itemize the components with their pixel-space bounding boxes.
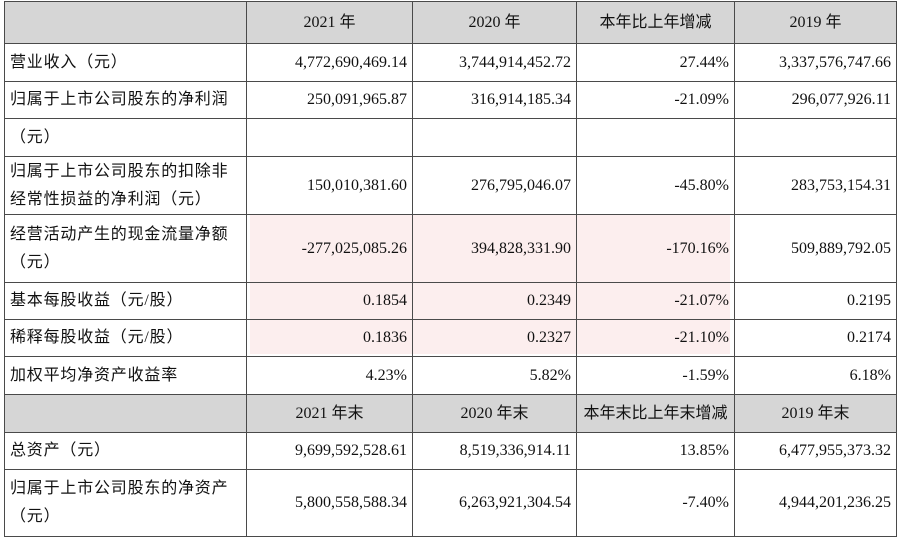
value-cell: 9,699,592,528.61 [246,432,413,470]
value-cell: 4,944,201,236.25 [734,469,897,537]
row-label: 经营活动产生的现金流量净额（元） [4,214,247,283]
value-cell: 0.1836 [246,319,413,357]
header-cell: 2020 年末 [412,394,577,433]
header-cell: 2019 年 [734,1,897,44]
value-cell: 5,800,558,588.34 [246,469,413,537]
value-cell: 316,914,185.34 [412,81,577,119]
value-cell: -21.07% [576,282,735,320]
value-cell: 0.2174 [734,319,897,357]
value-cell: 0.1854 [246,282,413,320]
value-cell: 8,519,336,914.11 [412,432,577,470]
watermark [250,214,730,354]
value-cell: 3,744,914,452.72 [412,43,577,82]
value-cell: 5.82% [412,356,577,395]
value-cell: 6.18% [734,356,897,395]
header-cell: 2021 年 [246,1,413,44]
value-cell: 4,772,690,469.14 [246,43,413,82]
value-cell: 296,077,926.11 [734,81,897,119]
header-cell [4,1,247,44]
value-cell [576,118,735,157]
row-label: 加权平均净资产收益率 [4,356,247,395]
value-cell [246,118,413,157]
value-cell: -21.09% [576,81,735,119]
value-cell [412,118,577,157]
row-label: （元） [4,118,247,157]
value-cell: 6,263,921,304.54 [412,469,577,537]
header-cell: 2019 年末 [734,394,897,433]
header-cell: 2020 年 [412,1,577,44]
value-cell: 150,010,381.60 [246,156,413,215]
value-cell: -170.16% [576,214,735,283]
value-cell: 276,795,046.07 [412,156,577,215]
value-cell: 4.23% [246,356,413,395]
value-cell: 6,477,955,373.32 [734,432,897,470]
header-cell: 2021 年末 [246,394,413,433]
value-cell: 0.2349 [412,282,577,320]
row-label: 总资产（元） [4,432,247,470]
value-cell: 509,889,792.05 [734,214,897,283]
header-cell: 本年比上年增减 [576,1,735,44]
value-cell: 283,753,154.31 [734,156,897,215]
row-label: 归属于上市公司股东的扣除非经常性损益的净利润（元） [4,156,247,215]
value-cell: 394,828,331.90 [412,214,577,283]
value-cell: 13.85% [576,432,735,470]
row-label: 稀释每股收益（元/股） [4,319,247,357]
header-cell [4,394,247,433]
value-cell: 0.2195 [734,282,897,320]
value-cell: 27.44% [576,43,735,82]
value-cell: -45.80% [576,156,735,215]
value-cell [734,118,897,157]
value-cell: 3,337,576,747.66 [734,43,897,82]
row-label: 基本每股收益（元/股） [4,282,247,320]
row-label: 归属于上市公司股东的净利润 [4,81,247,119]
row-label: 归属于上市公司股东的净资产（元） [4,469,247,537]
value-cell: -1.59% [576,356,735,395]
value-cell: -277,025,085.26 [246,214,413,283]
value-cell: 250,091,965.87 [246,81,413,119]
header-cell: 本年末比上年末增减 [576,394,735,433]
row-label: 营业收入（元） [4,43,247,82]
value-cell: -21.10% [576,319,735,357]
value-cell: 0.2327 [412,319,577,357]
value-cell: -7.40% [576,469,735,537]
